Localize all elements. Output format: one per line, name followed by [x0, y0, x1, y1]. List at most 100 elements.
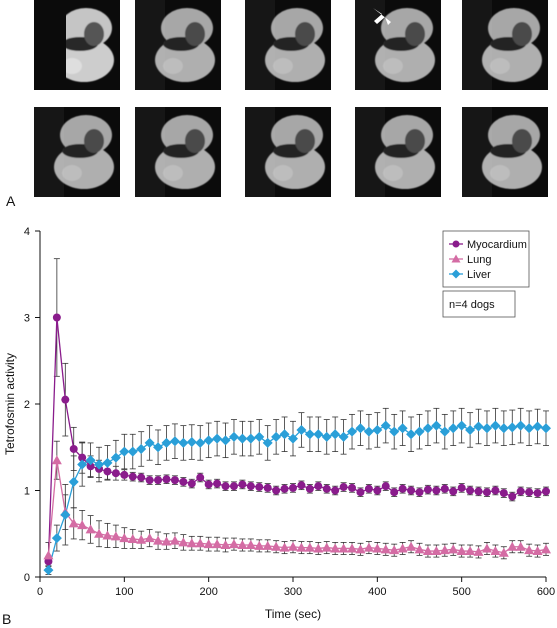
liver-data-point	[169, 436, 180, 447]
liver-data-point	[330, 429, 341, 440]
lung-data-point	[102, 530, 113, 540]
liver-data-point	[431, 420, 442, 431]
series-markers	[43, 313, 551, 576]
myocardium-data-point	[111, 469, 120, 478]
liver-data-point	[347, 426, 358, 437]
x-tick-label: 300	[284, 586, 302, 598]
myocardium-data-point	[263, 483, 272, 492]
lung-data-point	[271, 541, 282, 551]
lung-data-point	[330, 543, 341, 553]
lung-data-point	[380, 544, 391, 554]
myocardium-data-point	[255, 483, 264, 492]
lung-data-point	[507, 541, 518, 551]
scan-frame-3	[245, 0, 331, 90]
y-tick-label: 3	[24, 313, 30, 325]
lung-data-point	[372, 543, 383, 553]
lung-data-point	[85, 524, 96, 534]
liver-data-point	[541, 423, 551, 434]
lung-data-point	[498, 547, 509, 557]
y-tick-label: 0	[24, 572, 30, 584]
lung-data-point	[541, 544, 551, 554]
tetrofosmin-chart: 0 1 2 3 4 0 100 200 300 400 500 600 Time (sec) Tetrof…	[3, 226, 555, 621]
myocardium-data-point	[305, 484, 314, 493]
myocardium-data-point	[423, 485, 432, 494]
x-tick-label: 500	[452, 586, 470, 598]
liver-data-point	[237, 433, 248, 444]
x-tick-label: 600	[537, 586, 555, 598]
liver-data-point	[304, 429, 315, 440]
legend-marker-myocardium	[452, 240, 460, 248]
lung-data-point	[439, 545, 450, 555]
myocardium-data-point	[415, 488, 424, 497]
myocardium-data-point	[449, 487, 458, 496]
lung-data-point	[465, 546, 476, 556]
liver-data-point	[144, 437, 155, 448]
annotation-box	[442, 290, 516, 318]
myocardium-data-point	[381, 482, 390, 491]
myocardium-data-point	[52, 313, 61, 322]
myocardium-data-point	[103, 467, 112, 476]
lung-data-point	[490, 546, 501, 556]
lung-data-point	[473, 546, 484, 556]
liver-data-point	[439, 426, 450, 437]
myocardium-data-point	[229, 482, 238, 491]
liver-data-point	[338, 431, 349, 442]
liver-data-point	[254, 431, 265, 442]
liver-data-point	[228, 431, 239, 442]
liver-data-point	[279, 429, 290, 440]
lung-data-point	[161, 536, 172, 546]
myocardium-data-point	[499, 489, 508, 498]
myocardium-data-point	[339, 483, 348, 492]
myocardium-data-point	[314, 482, 323, 491]
liver-data-point	[473, 421, 484, 432]
lung-data-point	[153, 535, 164, 545]
liver-data-point	[119, 446, 130, 457]
myocardium-data-point	[407, 486, 416, 495]
liver-data-point	[127, 446, 138, 457]
legend-marker-liver	[451, 269, 461, 279]
myocardium-data-point	[44, 557, 53, 566]
lung-data-point	[77, 520, 88, 530]
y-tick-label: 4	[24, 226, 30, 238]
lung-data-point	[355, 544, 366, 554]
x-tick-label: 200	[199, 586, 217, 598]
lung-data-point	[414, 544, 425, 554]
x-axis-label: Time (sec)	[265, 607, 321, 621]
myocardium-data-point	[542, 487, 550, 496]
lung-data-point	[515, 541, 526, 551]
liver-data-point	[465, 424, 476, 435]
chart-axes: 0 1 2 3 4 0 100 200 300 400 500 600 Time (sec) Tetrof…	[3, 226, 555, 621]
liver-data-point	[203, 435, 214, 446]
annotation-text: n=4 dogs	[449, 299, 495, 311]
lung-data-point	[481, 543, 492, 553]
myocardium-data-point	[187, 479, 196, 488]
lung-data-point	[178, 537, 189, 547]
liver-data-point	[271, 431, 282, 442]
myocardium-data-point	[196, 473, 205, 482]
legend: Myocardium Lung Liver n=4 dogs	[442, 230, 530, 318]
liver-data-point	[456, 420, 467, 431]
myocardium-data-point	[491, 486, 500, 495]
liver-data-point	[422, 423, 433, 434]
liver-data-point	[490, 420, 501, 431]
myocardium-data-point	[432, 486, 441, 495]
x-tick-label: 400	[368, 586, 386, 598]
liver-data-point	[178, 437, 189, 448]
scan-frame-8	[245, 107, 331, 197]
lung-data-point	[296, 542, 307, 552]
lung-data-point	[304, 542, 315, 552]
myocardium-data-point	[508, 492, 517, 501]
lung-data-point	[203, 539, 214, 549]
liver-data-point	[406, 429, 417, 440]
myocardium-data-point	[533, 489, 542, 498]
myocardium-data-point	[204, 480, 213, 489]
liver-data-point	[85, 455, 96, 466]
myocardium-data-point	[322, 484, 331, 493]
lung-data-point	[144, 533, 155, 543]
myocardium-data-point	[238, 480, 247, 489]
liver-data-point	[515, 420, 526, 431]
liver-data-point	[136, 443, 147, 454]
scan-frame-9	[355, 107, 441, 197]
liver-data-point	[507, 422, 518, 433]
myocardium-data-point	[280, 484, 289, 493]
